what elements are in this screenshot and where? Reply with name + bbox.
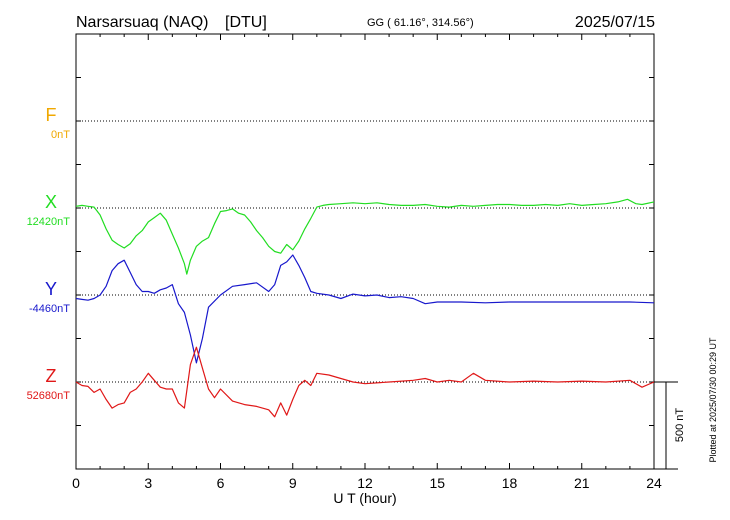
station-title: Narsarsuaq (NAQ) xyxy=(76,14,208,31)
x-tick-label-21: 21 xyxy=(574,475,590,491)
series-line-Y xyxy=(75,254,655,364)
x-tick-label-3: 3 xyxy=(144,475,152,491)
data-series xyxy=(75,198,655,418)
x-tick-label-12: 12 xyxy=(357,475,373,491)
x-tick-label-18: 18 xyxy=(502,475,518,491)
x-tick-label-6: 6 xyxy=(217,475,225,491)
x-axis-ticks: 0 3 6 9 12 15 18 21 24 xyxy=(72,34,662,491)
scale-bar: 500 nT xyxy=(654,381,686,470)
channel-baseline-X: 12420nT xyxy=(27,216,71,228)
x-axis-label: U T (hour) xyxy=(333,490,396,506)
x-tick-label-9: 9 xyxy=(289,475,297,491)
channel-name-X: X xyxy=(45,192,57,212)
series-line-X xyxy=(75,198,655,275)
channel-name-Z: Z xyxy=(46,366,57,386)
geographic-coords: GG ( 61.16°, 314.56°) xyxy=(367,17,474,29)
channel-baseline-Z: 52680nT xyxy=(27,390,71,402)
date-label: 2025/07/15 xyxy=(575,14,655,31)
channel-baseline-Y: -4460nT xyxy=(29,303,70,315)
channel-name-Y: Y xyxy=(45,279,57,299)
scale-bar-label: 500 nT xyxy=(674,408,686,443)
channel-labels: F 0nT X 12420nT Y -4460nT Z 52680nT xyxy=(27,105,71,402)
channel-baselines xyxy=(76,120,654,383)
plotted-note: Plotted at 2025/07/30 00:29 UT xyxy=(708,337,718,463)
channel-name-F: F xyxy=(46,105,57,125)
x-tick-label-15: 15 xyxy=(429,475,445,491)
x-tick-label-0: 0 xyxy=(72,475,80,491)
plot-frame xyxy=(75,33,655,470)
x-tick-label-24: 24 xyxy=(646,475,662,491)
series-line-Z xyxy=(75,346,655,418)
channel-baseline-F: 0nT xyxy=(51,129,70,141)
network-label: [DTU] xyxy=(225,14,267,31)
